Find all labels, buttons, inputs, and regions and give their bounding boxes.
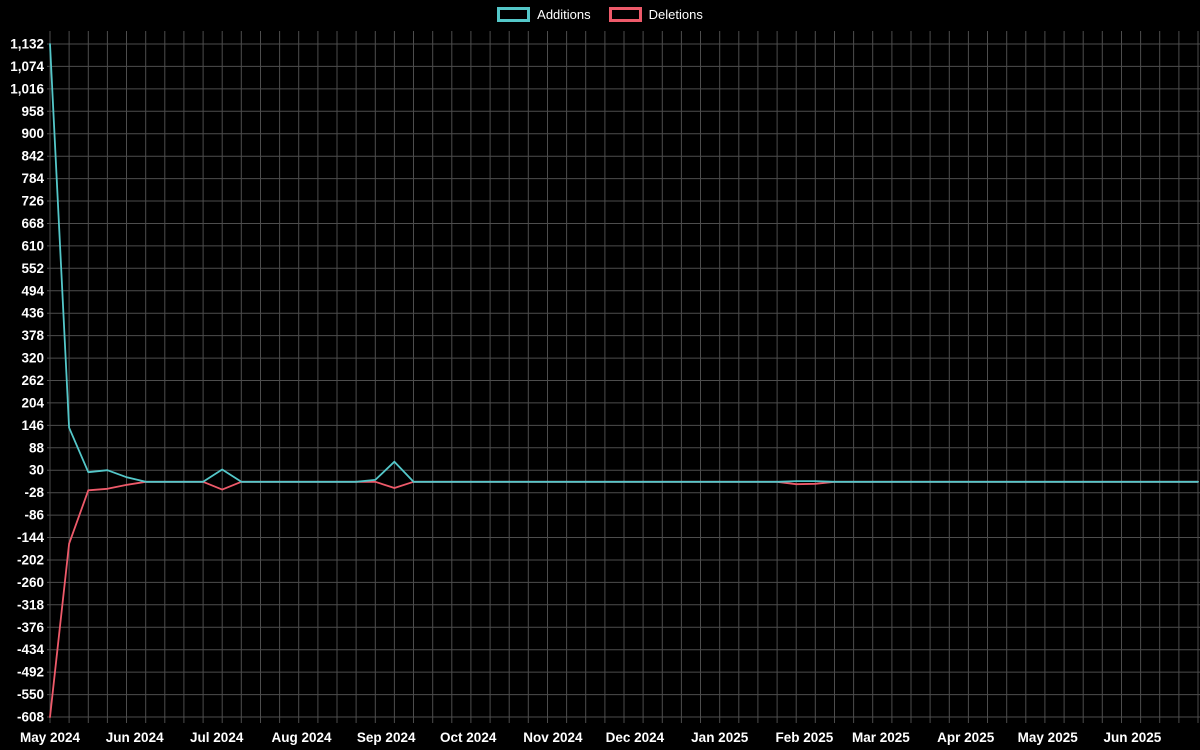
additions-swatch-icon xyxy=(497,7,531,22)
x-axis-tick-label: Jun 2025 xyxy=(1104,730,1162,745)
y-axis-tick-label: 30 xyxy=(29,463,44,478)
y-axis-tick-label: 262 xyxy=(21,373,44,388)
y-axis-tick-label: 204 xyxy=(21,395,44,410)
y-axis-tick-label: 88 xyxy=(29,440,45,455)
x-axis-tick-label: Dec 2024 xyxy=(606,730,665,745)
x-axis-tick-label: May 2024 xyxy=(20,730,81,745)
y-axis-tick-label: -550 xyxy=(17,687,44,702)
legend-label-deletions: Deletions xyxy=(648,7,703,22)
x-axis-tick-label: Apr 2025 xyxy=(937,730,995,745)
x-axis-tick-label: Sep 2024 xyxy=(357,730,416,745)
y-axis-tick-label: 552 xyxy=(21,261,44,276)
x-axis-tick-label: Aug 2024 xyxy=(271,730,332,745)
y-axis-tick-label: 610 xyxy=(21,238,44,253)
additions-line xyxy=(49,43,1199,483)
y-axis-tick-label: -318 xyxy=(17,597,45,612)
y-axis-tick-label: 784 xyxy=(21,171,44,186)
y-axis-tick-label: 668 xyxy=(21,216,44,231)
x-axis-tick-label: May 2025 xyxy=(1018,730,1079,745)
y-axis-tick-label: -202 xyxy=(17,553,44,568)
y-axis-tick-label: 900 xyxy=(21,126,44,141)
y-axis-tick-label: -28 xyxy=(24,485,44,500)
y-axis-tick-label: -492 xyxy=(17,665,44,680)
y-axis-tick-label: 1,016 xyxy=(10,81,44,96)
legend-item-additions[interactable]: Additions xyxy=(497,7,591,22)
y-axis-tick-label: 1,074 xyxy=(10,59,44,74)
y-axis-tick-label: -86 xyxy=(24,508,44,523)
deletions-swatch-icon xyxy=(608,7,642,22)
y-axis-tick-label: -434 xyxy=(17,642,45,657)
legend-label-additions: Additions xyxy=(537,7,591,22)
y-axis-tick-label: 436 xyxy=(21,306,44,321)
x-axis-tick-label: Jun 2024 xyxy=(106,730,164,745)
x-axis-tick-label: Jul 2024 xyxy=(190,730,244,745)
y-axis-tick-label: 494 xyxy=(21,283,44,298)
legend-item-deletions[interactable]: Deletions xyxy=(608,7,703,22)
y-axis-tick-label: 958 xyxy=(21,104,44,119)
y-axis-tick-label: -260 xyxy=(17,575,44,590)
y-axis-tick-label: 1,132 xyxy=(10,37,44,52)
x-axis-tick-label: Oct 2024 xyxy=(440,730,497,745)
y-axis-tick-label: 320 xyxy=(21,351,44,366)
y-axis-tick-label: 378 xyxy=(21,328,44,343)
y-axis-tick-label: -608 xyxy=(17,710,45,725)
x-axis-tick-label: Jan 2025 xyxy=(691,730,749,745)
legend: Additions Deletions xyxy=(0,7,1200,22)
y-axis-tick-label: 842 xyxy=(21,149,44,164)
x-axis-tick-label: Feb 2025 xyxy=(776,730,834,745)
y-axis-tick-label: 146 xyxy=(21,418,44,433)
y-axis-tick-label: -144 xyxy=(17,530,45,545)
y-axis-tick-label: 726 xyxy=(21,194,44,209)
x-axis-tick-label: Nov 2024 xyxy=(523,730,583,745)
x-axis-tick-label: Mar 2025 xyxy=(852,730,910,745)
y-axis-tick-label: -376 xyxy=(17,620,45,635)
